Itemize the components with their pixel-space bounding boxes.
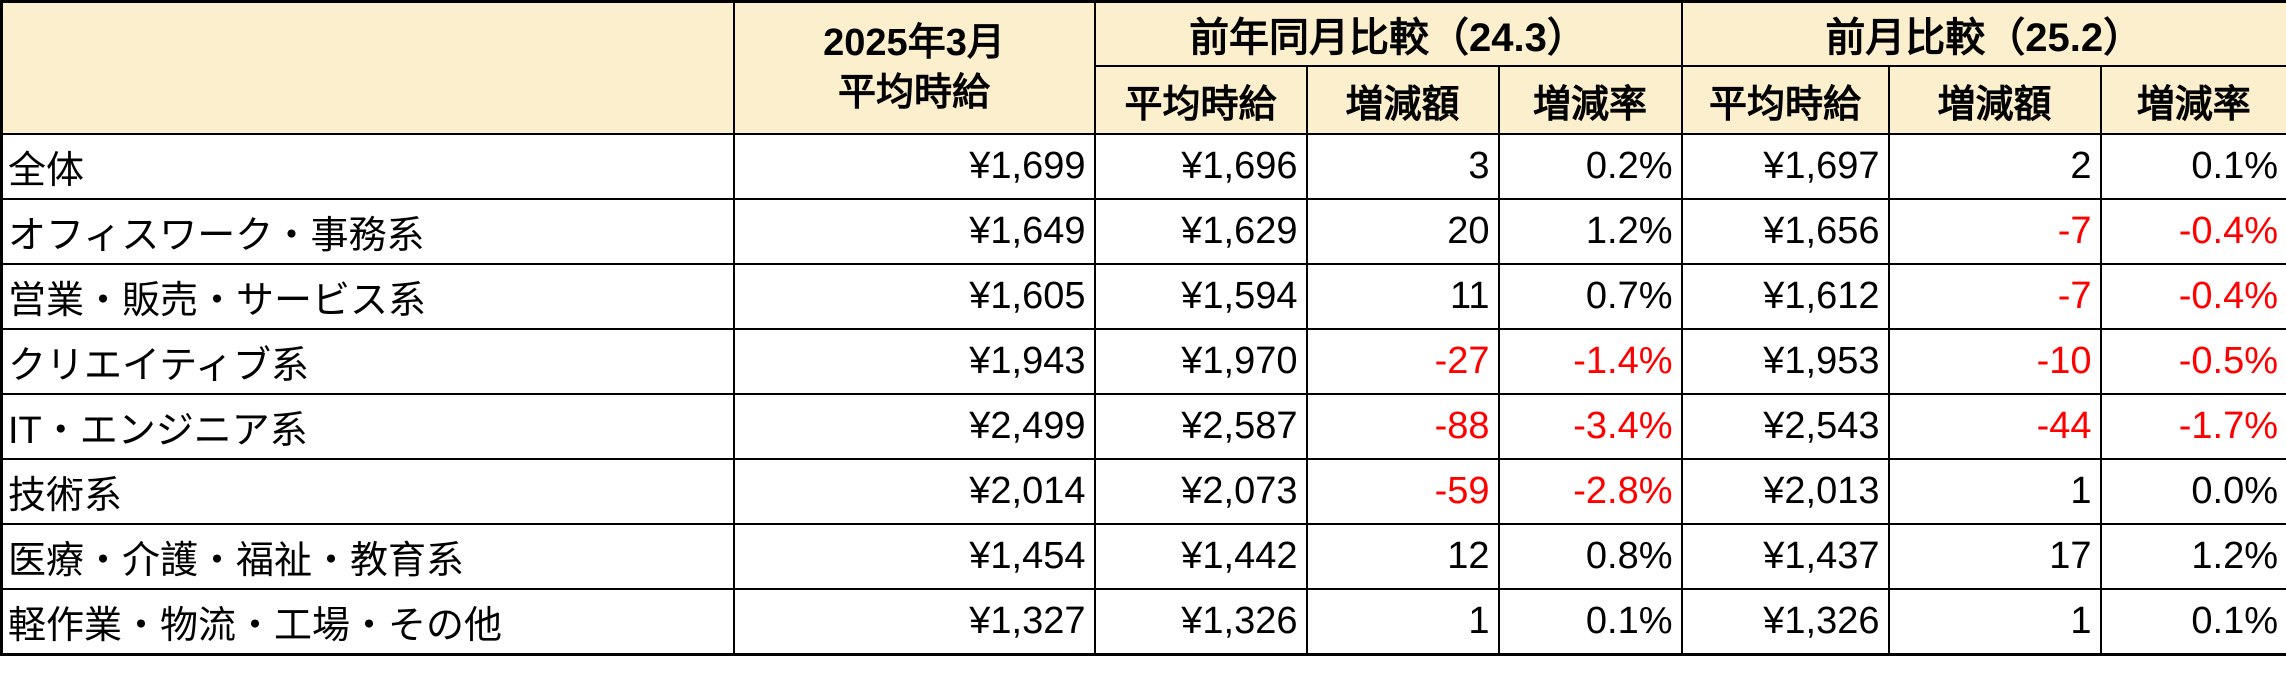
- yoy-avg-header: 平均時給: [1093, 65, 1308, 135]
- value-cell: -2.8%: [1497, 458, 1683, 525]
- value-cell: -1.7%: [2099, 393, 2286, 460]
- corner-header-cell: [0, 0, 735, 135]
- value-cell: 1: [1887, 588, 2102, 656]
- value-cell: 0.1%: [1497, 588, 1683, 656]
- table-row: 軽作業・物流・工場・その他 ¥1,327 ¥1,326 1 0.1% ¥1,326 1 0.1…: [0, 588, 2286, 656]
- yoy-diff-header: 増減額: [1305, 65, 1500, 135]
- table-row: IT・エンジニア系 ¥2,499 ¥2,587 -88 -3.4% ¥2,543 -44 -1…: [0, 393, 2286, 460]
- value-cell: -44: [1887, 393, 2102, 460]
- value-cell: 0.0%: [2099, 458, 2286, 525]
- table-row: 医療・介護・福祉・教育系 ¥1,454 ¥1,442 12 0.8% ¥1,437 17 1.…: [0, 523, 2286, 590]
- table-row: 技術系 ¥2,014 ¥2,073 -59 -2.8% ¥2,013 1 0.0%: [0, 458, 2286, 525]
- table-row: 全体 ¥1,699 ¥1,696 3 0.2% ¥1,697 2 0.1%: [0, 133, 2286, 200]
- mom-rate-header: 増減率: [2099, 65, 2286, 135]
- value-cell: -0.4%: [2099, 198, 2286, 265]
- current-month-line1: 2025年3月: [823, 22, 1005, 64]
- current-month-line2: 平均時給: [837, 72, 990, 114]
- value-cell: ¥1,442: [1093, 523, 1308, 590]
- value-cell: ¥1,594: [1093, 263, 1308, 330]
- value-cell: -7: [1887, 263, 2102, 330]
- value-cell: ¥1,605: [732, 263, 1096, 330]
- value-cell: ¥2,499: [732, 393, 1096, 460]
- category-cell: 全体: [0, 133, 735, 200]
- value-cell: ¥1,629: [1093, 198, 1308, 265]
- value-cell: 20: [1305, 198, 1500, 265]
- mom-group-header: 前月比較（25.2）: [1680, 0, 2286, 67]
- value-cell: -1.4%: [1497, 328, 1683, 395]
- yoy-rate-header: 増減率: [1497, 65, 1683, 135]
- value-cell: -7: [1887, 198, 2102, 265]
- value-cell: ¥1,970: [1093, 328, 1308, 395]
- value-cell: ¥1,454: [732, 523, 1096, 590]
- value-cell: ¥1,326: [1680, 588, 1890, 656]
- wage-comparison-table: 2025年3月 平均時給 前年同月比較（24.3） 前月比較（25.2） 平均時…: [0, 0, 2286, 656]
- value-cell: 11: [1305, 263, 1500, 330]
- value-cell: -3.4%: [1497, 393, 1683, 460]
- value-cell: 0.1%: [2099, 133, 2286, 200]
- category-cell: オフィスワーク・事務系: [0, 198, 735, 265]
- category-cell: IT・エンジニア系: [0, 393, 735, 460]
- value-cell: ¥1,326: [1093, 588, 1308, 656]
- value-cell: ¥2,543: [1680, 393, 1890, 460]
- value-cell: ¥1,697: [1680, 133, 1890, 200]
- value-cell: ¥1,649: [732, 198, 1096, 265]
- value-cell: 1.2%: [2099, 523, 2286, 590]
- value-cell: 1: [1887, 458, 2102, 525]
- category-cell: 営業・販売・サービス系: [0, 263, 735, 330]
- value-cell: ¥1,327: [732, 588, 1096, 656]
- category-cell: クリエイティブ系: [0, 328, 735, 395]
- value-cell: ¥2,073: [1093, 458, 1308, 525]
- value-cell: 0.7%: [1497, 263, 1683, 330]
- table-row: クリエイティブ系 ¥1,943 ¥1,970 -27 -1.4% ¥1,953 -10 -0.…: [0, 328, 2286, 395]
- value-cell: -27: [1305, 328, 1500, 395]
- value-cell: -88: [1305, 393, 1500, 460]
- mom-diff-header: 増減額: [1887, 65, 2102, 135]
- value-cell: 0.1%: [2099, 588, 2286, 656]
- value-cell: ¥2,014: [732, 458, 1096, 525]
- category-cell: 医療・介護・福祉・教育系: [0, 523, 735, 590]
- category-cell: 軽作業・物流・工場・その他: [0, 588, 735, 656]
- value-cell: 17: [1887, 523, 2102, 590]
- value-cell: 3: [1305, 133, 1500, 200]
- value-cell: ¥2,587: [1093, 393, 1308, 460]
- value-cell: -0.5%: [2099, 328, 2286, 395]
- value-cell: ¥1,699: [732, 133, 1096, 200]
- value-cell: ¥1,437: [1680, 523, 1890, 590]
- value-cell: -59: [1305, 458, 1500, 525]
- table-body: 全体 ¥1,699 ¥1,696 3 0.2% ¥1,697 2 0.1% オフィスワーク・事務…: [0, 133, 2286, 656]
- value-cell: -0.4%: [2099, 263, 2286, 330]
- value-cell: 0.2%: [1497, 133, 1683, 200]
- current-month-header: 2025年3月 平均時給: [732, 0, 1096, 135]
- category-cell: 技術系: [0, 458, 735, 525]
- value-cell: -10: [1887, 328, 2102, 395]
- value-cell: 2: [1887, 133, 2102, 200]
- value-cell: ¥1,656: [1680, 198, 1890, 265]
- value-cell: 12: [1305, 523, 1500, 590]
- table-row: 営業・販売・サービス系 ¥1,605 ¥1,594 11 0.7% ¥1,612 -7 -0.…: [0, 263, 2286, 330]
- value-cell: 1.2%: [1497, 198, 1683, 265]
- value-cell: 0.8%: [1497, 523, 1683, 590]
- value-cell: ¥1,696: [1093, 133, 1308, 200]
- value-cell: ¥1,612: [1680, 263, 1890, 330]
- value-cell: ¥1,943: [732, 328, 1096, 395]
- yoy-group-header: 前年同月比較（24.3）: [1093, 0, 1683, 67]
- value-cell: 1: [1305, 588, 1500, 656]
- value-cell: ¥1,953: [1680, 328, 1890, 395]
- value-cell: ¥2,013: [1680, 458, 1890, 525]
- table-row: オフィスワーク・事務系 ¥1,649 ¥1,629 20 1.2% ¥1,656 -7 -0.…: [0, 198, 2286, 265]
- mom-avg-header: 平均時給: [1680, 65, 1890, 135]
